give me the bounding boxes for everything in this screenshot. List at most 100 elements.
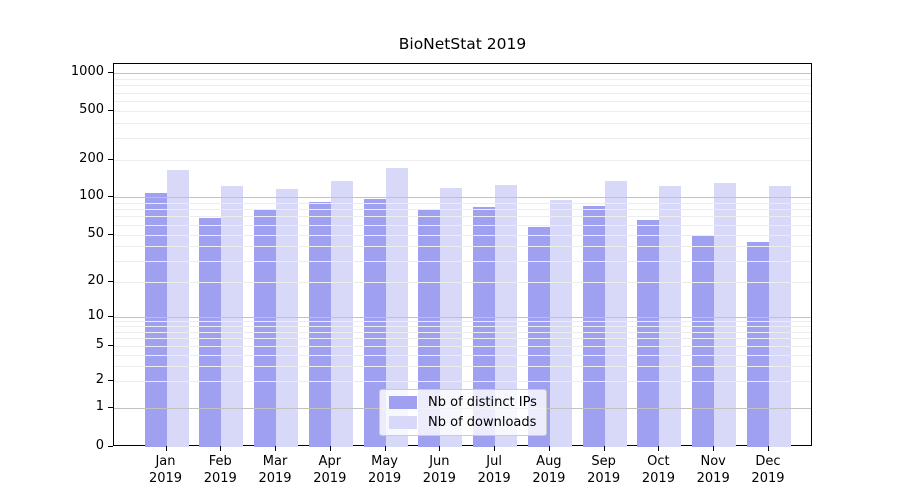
bar-downloads-aug [549,199,572,447]
x-tick-mark [713,446,715,451]
x-tick-label: Apr 2019 [298,453,362,487]
x-tick-label: Jul 2019 [462,453,526,487]
bar-distinct-ips-dec [746,242,769,447]
x-tick-month: Nov [700,454,726,469]
x-tick-year: 2019 [477,471,511,486]
bar-distinct-ips-jan [144,192,167,447]
bar-downloads-apr [330,180,353,447]
x-tick-year: 2019 [313,471,347,486]
x-tick-month: Jul [486,454,502,469]
y-tick-mark [108,345,113,346]
y-tick-mark [108,159,113,160]
y-tick-label: 2 [95,372,104,387]
y-tick-label: 0 [95,438,104,453]
y-tick-mark [108,407,113,408]
x-tick-month: Aug [536,454,562,469]
y-tick-label: 50 [87,225,104,241]
x-tick-label: Oct 2019 [626,453,690,487]
x-tick-label: Nov 2019 [681,453,745,487]
y-tick-label: 5 [95,337,104,352]
gridline-minor [114,346,811,347]
x-tick-month: Feb [208,454,232,469]
y-tick-mark [108,281,113,282]
x-tick-year: 2019 [368,471,402,486]
gridline-minor [114,209,811,211]
y-tick-label: 20 [87,273,104,288]
legend: Nb of distinct IPs Nb of downloads [379,389,547,436]
bar-downloads-nov [714,182,737,447]
x-tick-mark [275,446,277,451]
bar-distinct-ips-apr [308,202,331,447]
x-tick-year: 2019 [587,471,621,486]
y-tick-mark [108,316,113,317]
y-tick-mark [108,446,113,447]
x-tick-label: Aug 2019 [517,453,581,487]
x-tick-mark [165,446,167,451]
y-tick-label: 10 [87,308,104,323]
gridline-minor [114,202,811,204]
x-tick-year: 2019 [422,471,456,486]
gridline-minor [114,101,811,102]
y-tick-mark [108,233,113,235]
x-tick-month: Apr [318,454,342,469]
y-tick-mark [108,110,113,111]
x-tick-mark [494,446,496,451]
gridline-minor [114,92,811,94]
x-tick-month: Dec [755,454,781,469]
x-tick-mark [603,446,605,451]
bar-distinct-ips-oct [637,220,660,447]
y-tick-label: 500 [79,102,104,117]
x-tick-mark [439,446,441,451]
gridline-minor [114,260,811,262]
x-tick-year: 2019 [258,471,292,486]
x-tick-label: Sep 2019 [572,453,636,487]
bar-distinct-ips-jun [418,210,441,447]
x-tick-label: Jan 2019 [134,453,198,487]
x-tick-mark [548,446,550,451]
legend-item-distinct-ips: Nb of distinct IPs [389,395,546,410]
legend-label-distinct-ips: Nb of distinct IPs [428,395,537,410]
gridline-major [114,317,811,318]
bar-distinct-ips-nov [692,234,715,447]
x-tick-year: 2019 [148,471,183,486]
x-tick-month: Sep [591,454,616,469]
y-tick-label: 1000 [70,64,104,79]
x-tick-year: 2019 [532,471,566,486]
x-tick-label: Dec 2019 [736,453,800,487]
legend-item-downloads: Nb of downloads [389,415,546,430]
x-tick-month: Jan [155,454,176,469]
x-tick-label: Feb 2019 [188,453,252,487]
gridline-minor [114,78,811,80]
gridline-minor [114,365,811,367]
legend-swatch-distinct-ips [389,396,417,409]
bar-distinct-ips-mar [254,209,277,447]
x-tick-month: Oct [647,454,670,469]
x-tick-mark [384,446,386,451]
gridline-minor [114,282,811,283]
gridline-minor [114,138,811,140]
x-tick-year: 2019 [751,471,785,486]
bar-downloads-may [385,168,408,447]
y-tick-label: 1 [95,399,104,414]
x-tick-mark [658,446,660,451]
legend-swatch-downloads [389,416,417,429]
gridline-minor [114,160,811,161]
x-tick-label: Mar 2019 [243,453,307,487]
gridline-minor [114,246,811,248]
x-tick-month: Jun [429,454,450,469]
gridline-minor [114,331,811,333]
gridline-minor [114,122,811,124]
gridline-minor [114,85,811,87]
x-tick-year: 2019 [696,471,730,486]
plot-area [113,63,812,447]
gridline-major [114,73,811,74]
y-tick-mark [108,72,113,73]
gridline-minor [114,224,811,226]
bar-downloads-sep [604,180,627,447]
x-tick-mark [220,446,222,451]
y-tick-mark [108,196,113,197]
y-tick-label: 100 [79,188,104,203]
legend-label-downloads: Nb of downloads [428,415,537,430]
gridline-minor [114,111,811,112]
